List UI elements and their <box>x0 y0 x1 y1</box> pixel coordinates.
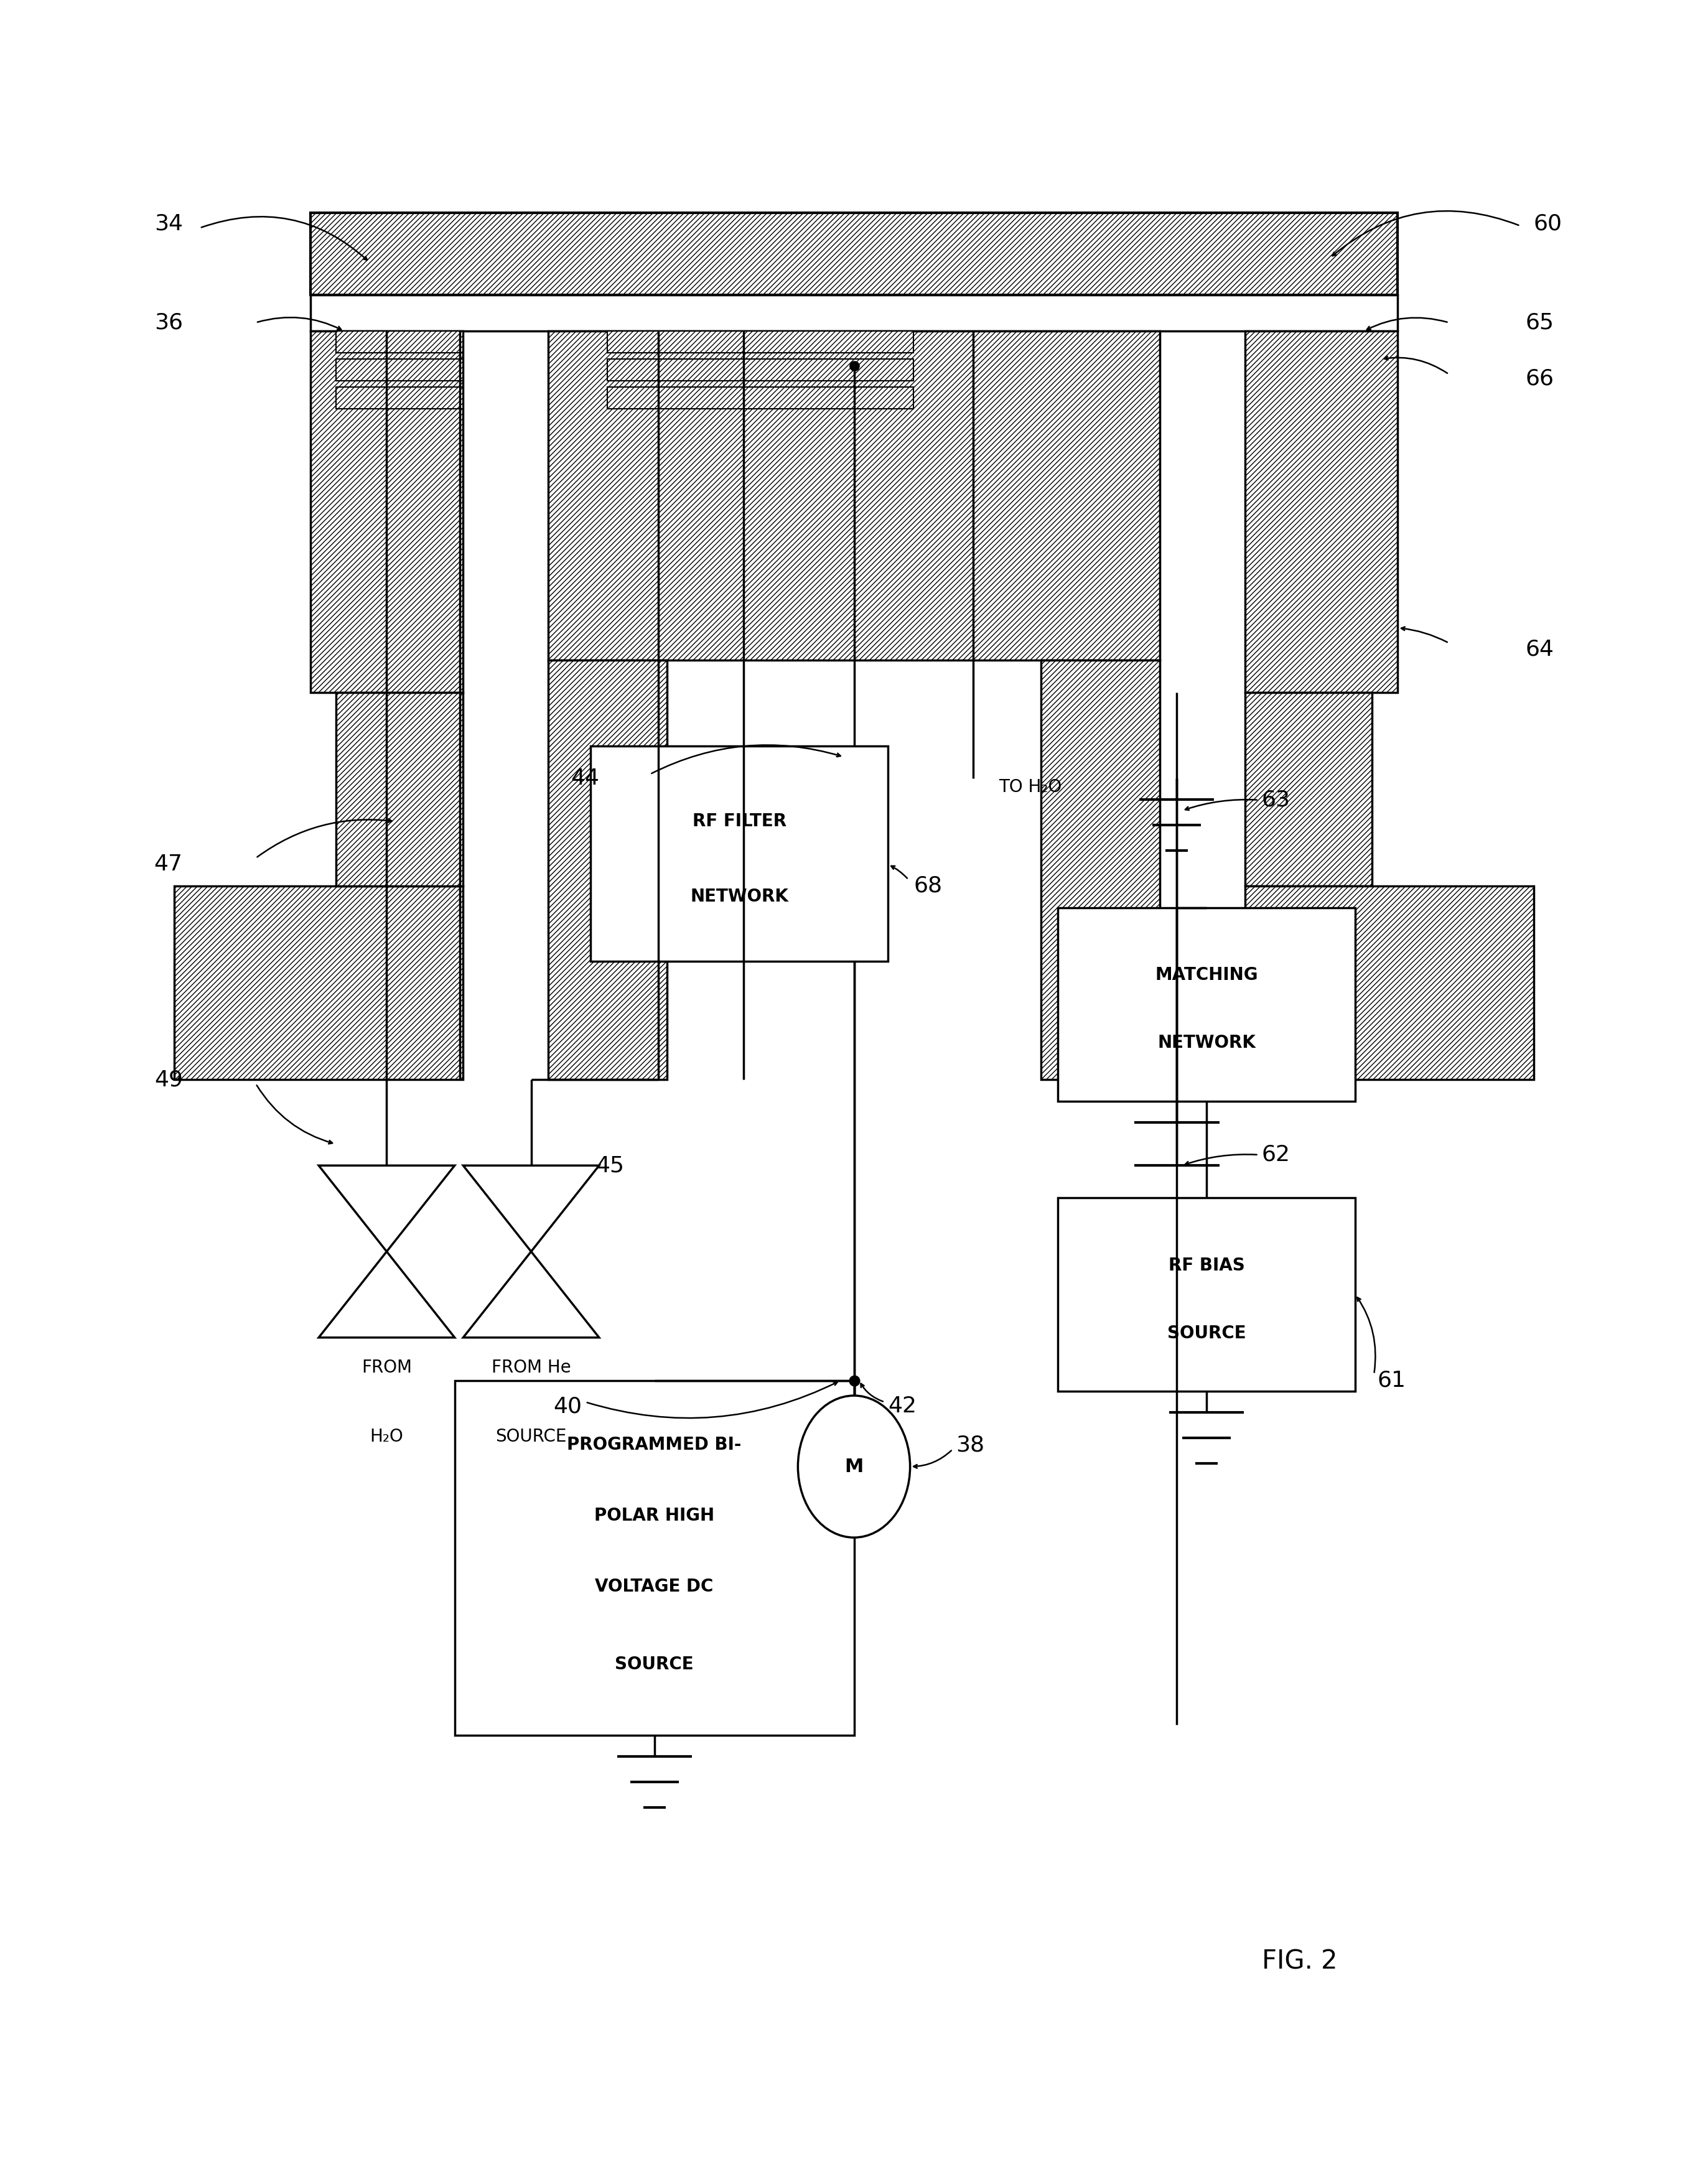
Bar <box>1245 885 1534 1080</box>
Text: 49: 49 <box>154 1069 183 1090</box>
Text: 64: 64 <box>1525 639 1554 661</box>
Text: FROM: FROM <box>362 1358 412 1377</box>
Text: 60: 60 <box>1534 214 1563 233</box>
Bar <box>1057 1198 1356 1390</box>
Bar <box>311 214 1397 294</box>
Text: 40: 40 <box>553 1395 582 1416</box>
Text: PROGRAMMED BI-: PROGRAMMED BI- <box>567 1436 741 1453</box>
Bar <box>608 358 914 380</box>
Text: NETWORK: NETWORK <box>1158 1034 1255 1051</box>
Polygon shape <box>463 1252 600 1339</box>
Bar <box>336 358 463 380</box>
Text: 63: 63 <box>1262 790 1291 810</box>
Text: POLAR HIGH: POLAR HIGH <box>594 1507 714 1524</box>
Bar <box>548 330 1160 661</box>
Text: FIG. 2: FIG. 2 <box>1262 1947 1337 1973</box>
Bar <box>336 386 463 408</box>
Bar <box>311 294 1397 330</box>
Text: 62: 62 <box>1262 1144 1291 1166</box>
Text: RF FILTER: RF FILTER <box>692 812 786 831</box>
Text: 47: 47 <box>154 855 183 874</box>
Text: SOURCE: SOURCE <box>1167 1323 1247 1343</box>
Text: MATCHING: MATCHING <box>1155 967 1259 985</box>
Text: 44: 44 <box>570 769 600 788</box>
Bar <box>174 885 463 1080</box>
Text: 65: 65 <box>1525 313 1554 332</box>
Polygon shape <box>319 1166 454 1252</box>
Text: TO H₂O: TO H₂O <box>999 779 1061 797</box>
Text: 42: 42 <box>888 1395 917 1416</box>
Text: RF BIAS: RF BIAS <box>1168 1257 1245 1274</box>
Bar <box>1245 693 1372 885</box>
Polygon shape <box>319 1252 454 1339</box>
Text: 61: 61 <box>1377 1371 1406 1390</box>
Bar <box>311 330 463 693</box>
Text: H₂O: H₂O <box>371 1427 403 1444</box>
Bar <box>454 1380 854 1736</box>
Polygon shape <box>463 1166 600 1252</box>
Bar <box>608 330 914 352</box>
Text: 68: 68 <box>914 874 943 896</box>
Text: 38: 38 <box>956 1434 984 1455</box>
Circle shape <box>798 1395 910 1537</box>
Bar <box>1057 907 1356 1101</box>
Bar <box>336 693 463 885</box>
Text: SOURCE: SOURCE <box>495 1427 567 1444</box>
Text: NETWORK: NETWORK <box>690 887 789 905</box>
Bar <box>591 747 888 961</box>
Bar <box>1040 661 1160 1080</box>
Text: 36: 36 <box>154 313 183 332</box>
Text: 34: 34 <box>154 214 183 233</box>
Text: VOLTAGE DC: VOLTAGE DC <box>594 1578 714 1596</box>
Bar <box>1245 330 1397 693</box>
Bar <box>548 661 668 1080</box>
Text: M: M <box>844 1457 864 1475</box>
Bar <box>336 330 463 352</box>
Bar <box>608 386 914 408</box>
Text: 45: 45 <box>596 1155 625 1177</box>
Text: SOURCE: SOURCE <box>615 1656 693 1673</box>
Text: 66: 66 <box>1525 367 1554 389</box>
Text: FROM He: FROM He <box>492 1358 570 1377</box>
